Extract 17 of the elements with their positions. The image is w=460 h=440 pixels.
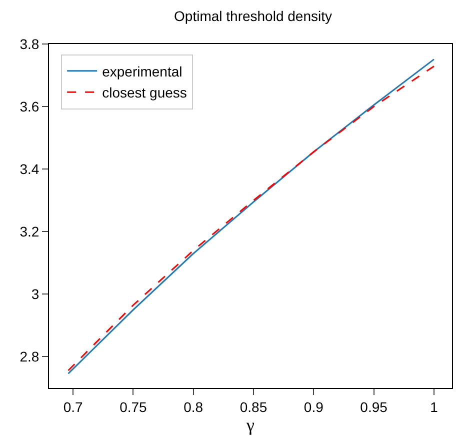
x-tick-label: 0.75 xyxy=(120,398,148,415)
x-axis-title: γ xyxy=(246,414,255,435)
y-tick-label: 3.8 xyxy=(20,36,40,52)
legend-label: closest guess xyxy=(102,84,187,101)
legend-label: experimental xyxy=(102,63,182,80)
x-tick-label: 0.7 xyxy=(63,398,83,415)
x-tick-label: 0.95 xyxy=(360,398,388,415)
x-tick-label: 0.85 xyxy=(240,398,268,415)
chart-title: Optimal threshold density xyxy=(174,8,332,24)
y-tick-label: 3.2 xyxy=(20,224,40,240)
x-tick-label: 0.8 xyxy=(184,398,204,415)
x-tick-label: 1 xyxy=(430,398,438,415)
y-tick-label: 3.4 xyxy=(20,160,40,177)
x-tick-label: 0.9 xyxy=(304,398,324,415)
y-tick-label: 3.6 xyxy=(20,98,40,114)
y-tick-label: 3 xyxy=(31,286,40,302)
y-tick-label: 2.8 xyxy=(20,348,40,365)
